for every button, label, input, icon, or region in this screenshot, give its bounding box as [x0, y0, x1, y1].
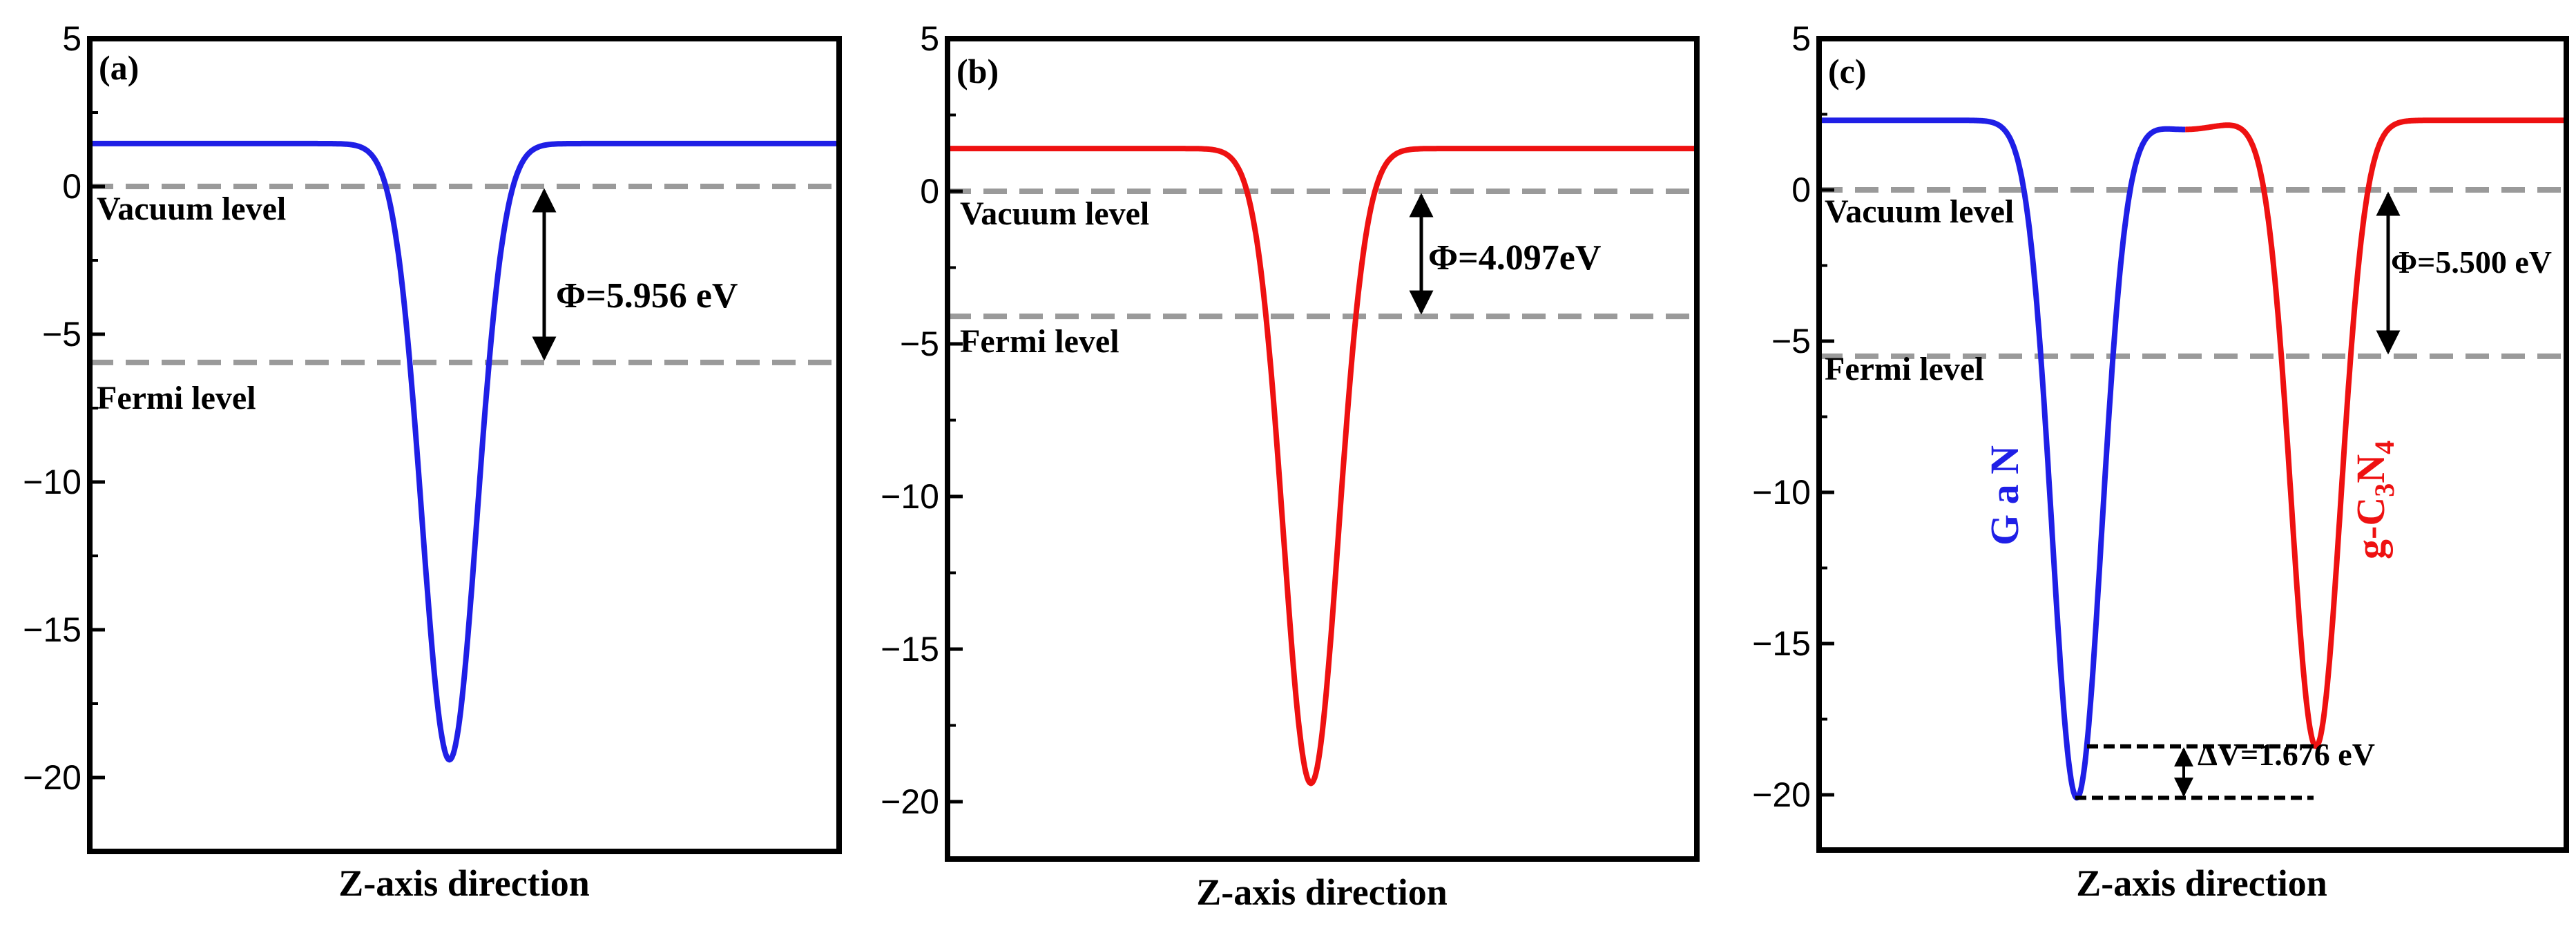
plot-area-c: [1816, 37, 2569, 801]
gan-series-label: G a N: [1982, 445, 2027, 546]
y-tick-label: 0: [1791, 171, 1811, 209]
vacuum-level-label-a: Vacuum level: [97, 191, 286, 227]
phi-annotation-b: Φ=4.097eV: [1428, 238, 1601, 278]
y-tick-label: −15: [1752, 624, 1811, 663]
y-tick-label: 0: [62, 167, 81, 206]
x-axis-title-c: Z-axis direction: [2076, 862, 2327, 904]
y-tick-label: −5: [1771, 322, 1811, 360]
y-tick-label: −15: [23, 610, 81, 649]
y-tick-label: −15: [881, 630, 939, 668]
gc3n4-label-n: N: [2348, 454, 2393, 483]
vacuum-level-label-c: Vacuum level: [1825, 193, 2014, 230]
vacuum-level-label-b: Vacuum level: [960, 195, 1149, 232]
y-tick-label: −10: [23, 463, 81, 501]
curve-g-c3n4: [2183, 117, 2569, 749]
phi-annotation-a: Φ=5.956 eV: [556, 276, 738, 316]
y-tick-label: −10: [881, 477, 939, 516]
curve-gan: [1816, 117, 2188, 801]
y-tick-label: −20: [23, 758, 81, 797]
curve-potential: [945, 146, 1699, 787]
fermi-level-label-c: Fermi level: [1825, 351, 1984, 387]
y-tick-labels-b: 5 0 −5 −10 −15 −20: [881, 19, 939, 821]
panel-c: (c) 5 0 −5 −10 −15 −20 Vacuum level Fermi lev…: [1752, 19, 2569, 904]
panel-label-c: (c): [1828, 52, 1867, 90]
gc3n4-label-main: g-C: [2348, 497, 2393, 559]
fermi-level-label-b: Fermi level: [960, 323, 1119, 360]
curve-potential: [88, 140, 841, 763]
panel-label-a: (a): [99, 48, 139, 87]
gc3n4-series-label: g-C3N4: [2348, 441, 2400, 559]
y-tick-label: 5: [920, 19, 939, 58]
y-tick-label: −20: [1752, 775, 1811, 814]
panel-label-b: (b): [957, 52, 999, 90]
y-tick-labels-c: 5 0 −5 −10 −15 −20: [1752, 19, 1811, 814]
gc3n4-label-sub3: 3: [2369, 483, 2400, 497]
plot-area-b: [945, 37, 1699, 804]
y-tick-label: 0: [920, 172, 939, 211]
y-tick-label: −5: [42, 315, 81, 354]
y-tick-labels-a: 5 0 −5 −10 −15 −20: [23, 19, 81, 797]
gc3n4-label-sub4: 4: [2369, 441, 2400, 454]
x-axis-title-b: Z-axis direction: [1196, 871, 1448, 913]
axes-frame-a: [87, 36, 842, 854]
fermi-level-label-a: Fermi level: [97, 380, 256, 416]
panel-b: (b) 5 0 −5 −10 −15 −20 Vacuum level Fermi lev…: [881, 19, 1700, 913]
delta-v-annotation-c: ΔV=1.676 eV: [2198, 737, 2375, 772]
axes-frame-b: [945, 36, 1700, 862]
y-tick-label: −10: [1752, 473, 1811, 512]
x-axis-title-a: Z-axis direction: [338, 862, 590, 904]
y-tick-label: 5: [1791, 19, 1811, 58]
y-tick-label: −5: [900, 325, 939, 363]
axes-frame-c: [1816, 36, 2569, 853]
panel-a: (a) 5 0 −5 −10 −15 −20 Vacuum level Fermi lev…: [23, 19, 842, 904]
phi-annotation-c: Φ=5.500 eV: [2391, 244, 2552, 280]
y-tick-label: −20: [881, 782, 939, 821]
y-tick-label: 5: [62, 19, 81, 58]
gan-label-text: G a N: [1982, 445, 2027, 546]
